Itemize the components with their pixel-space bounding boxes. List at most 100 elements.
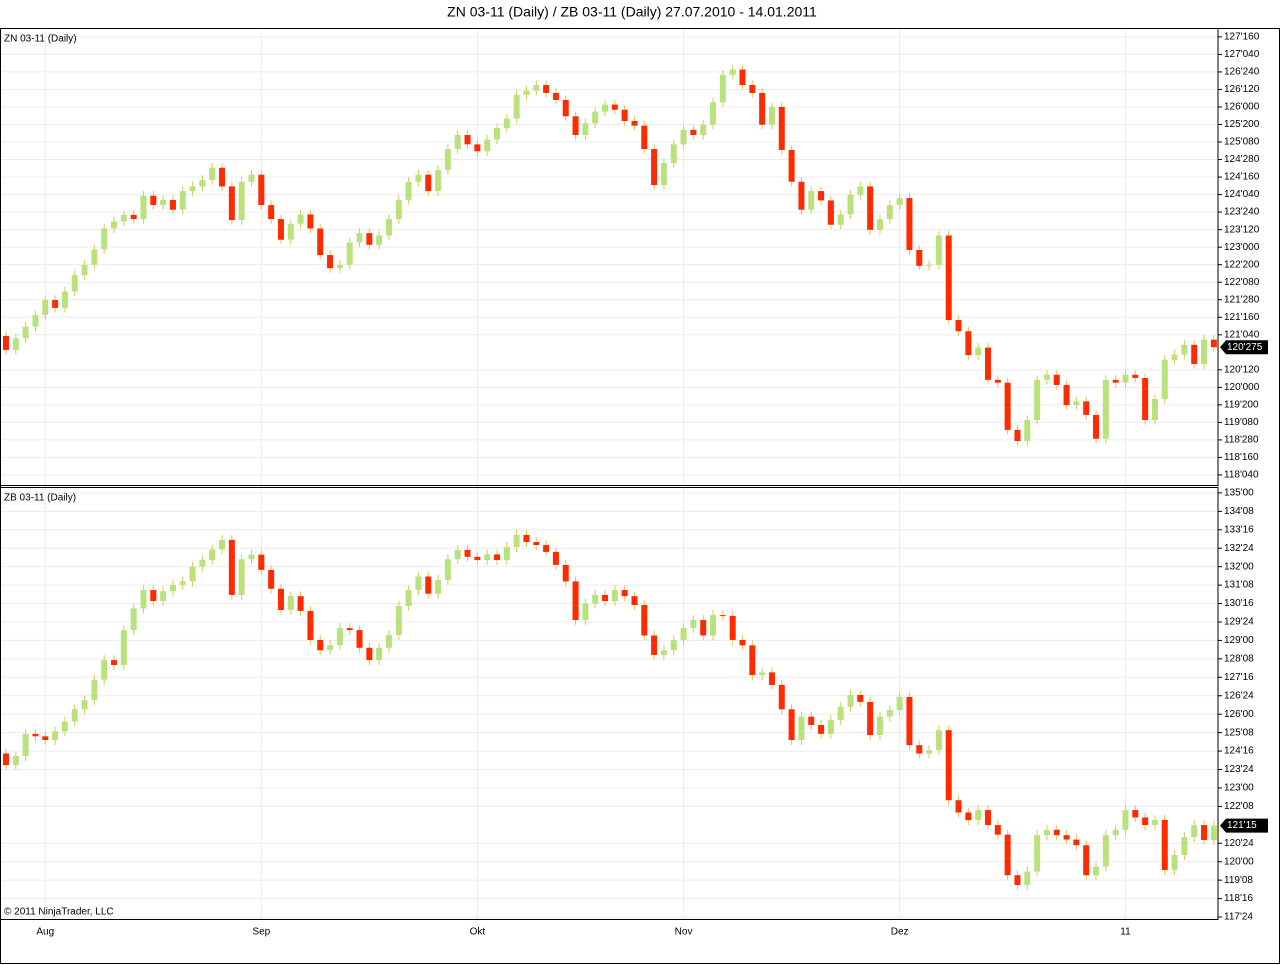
candle-body [1024,420,1031,442]
candle-body [513,534,520,547]
y-tick-label: 124'160 [1224,172,1260,183]
y-tick-label: 126'000 [1224,102,1260,113]
x-tick-label: Dez [891,927,909,938]
candle-body [435,170,442,192]
candle-body [985,347,991,380]
candle-body [199,560,206,567]
candle-body [1142,377,1149,421]
candle-body [1034,379,1041,421]
candle-body [896,696,903,711]
candle-body [602,594,609,602]
candle-body [277,219,284,240]
candle-body [219,539,226,550]
candle-body [876,219,883,230]
candle-body [238,181,245,221]
y-tick-label: 120'00 [1224,856,1254,867]
candle-body [1063,385,1070,406]
candle-body [994,825,1001,835]
candle-body [1132,810,1139,818]
x-tick-label: Sep [252,927,270,938]
y-tick-label: 129'24 [1224,617,1254,628]
candle-body [179,581,186,585]
y-tick-label: 119'080 [1224,417,1259,428]
candle-body [258,554,265,570]
y-tick-label: 121'040 [1224,329,1260,340]
candle-body [1181,837,1188,856]
candle-body [336,264,343,269]
y-tick-label: 124'280 [1224,154,1260,165]
y-tick-label: 127'160 [1224,32,1260,43]
candle-body [336,628,343,646]
candle-body [435,579,442,594]
candle-body [886,710,893,717]
candle-body [42,736,49,741]
candle-body [975,347,982,356]
candle-body [611,104,618,110]
candle-body [22,326,29,339]
candle-body [533,85,540,91]
candle-body [111,660,118,666]
y-tick-label: 119'08 [1224,875,1253,886]
candle-body [130,214,137,220]
candle-body [415,174,422,182]
y-tick-label: 123'24 [1224,764,1254,775]
y-tick-label: 119'200 [1224,400,1259,411]
y-tick-label: 126'00 [1224,709,1254,720]
candle-body [120,630,127,666]
candle-body [670,144,677,164]
candle-body [710,102,717,125]
candle-body [906,198,913,250]
candle-body [1161,359,1168,400]
candle-body [248,554,255,560]
last-price-box [1220,818,1268,833]
candle-body [1014,875,1021,886]
candle-body [808,191,815,210]
candle-body [533,542,540,546]
y-tick-label: 124'040 [1224,189,1260,200]
x-tick-label: Okt [470,927,486,938]
candle-body [1210,825,1217,841]
candle-body [464,135,471,145]
candle-body [415,576,422,591]
candle-body [1112,829,1119,836]
y-tick-label: 134'08 [1224,506,1254,517]
candle-body [1073,401,1080,406]
candle-body [1122,374,1129,383]
candle-body [523,90,530,95]
candle-body [32,733,39,737]
candle-body [926,750,933,754]
y-tick-label: 133'16 [1224,524,1254,535]
candle-body [926,264,933,266]
candle-body [719,74,726,103]
candle-body [543,545,550,552]
candle-body [1043,829,1050,836]
candle-body [582,123,589,136]
x-tick-label: 11 [1120,927,1131,938]
candle-body [297,214,304,224]
candle-body [818,191,825,201]
candle-body [1210,339,1217,348]
candle-body [857,695,864,702]
candle-body [670,639,677,651]
candle-body [327,255,334,269]
candle-body [268,569,275,589]
y-tick-label: 126'24 [1224,690,1254,701]
y-tick-label: 123'00 [1224,783,1254,794]
candle-body [985,810,991,826]
candle-body [1063,835,1070,840]
candle-body [228,186,235,221]
candle-body [366,647,373,661]
candle-body [651,149,658,186]
candle-body [867,701,874,736]
candle-body [651,635,658,655]
candle-body [1053,829,1060,836]
candle-body [1151,819,1158,826]
candle-body [965,812,972,821]
panel-label: ZB 03-11 (Daily) [4,493,76,504]
candle-body [700,620,707,636]
candle-body [405,590,412,607]
candle-body [101,660,108,680]
candle-body [454,135,461,150]
candle-body [248,174,255,182]
